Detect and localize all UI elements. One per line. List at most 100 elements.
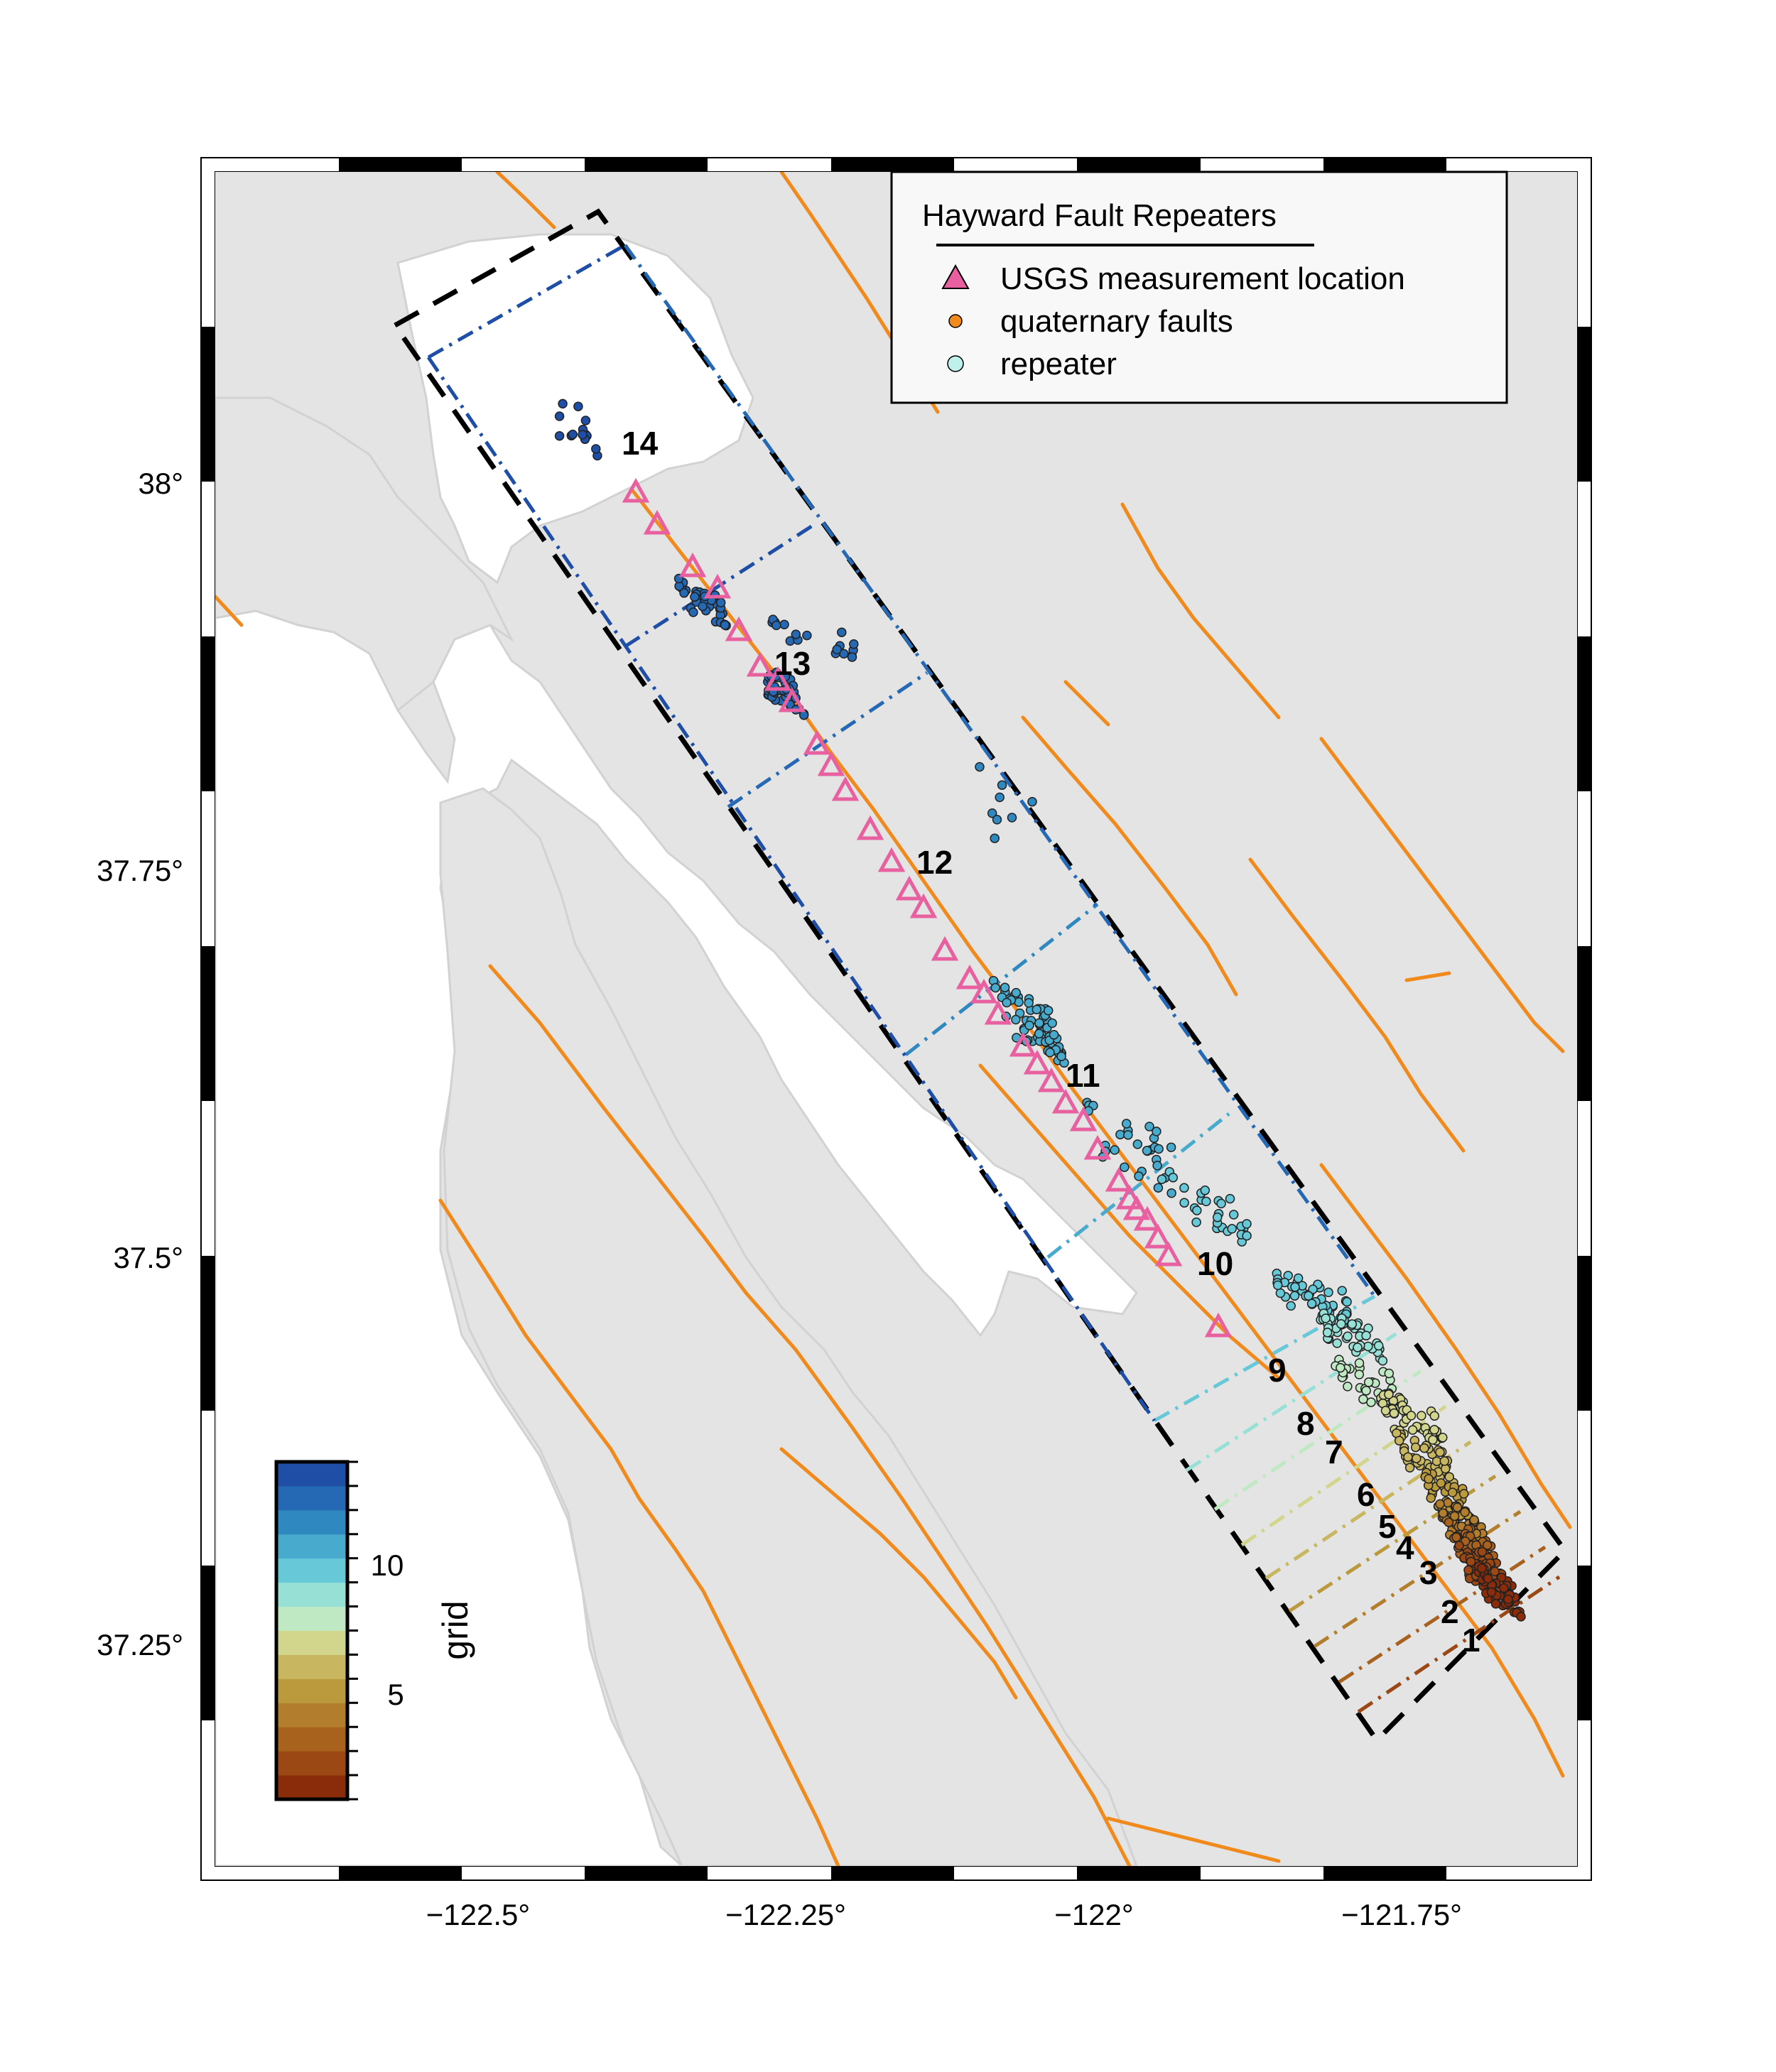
measurement-triangle [931, 935, 959, 961]
grid-divider [427, 243, 627, 359]
fault-line [1248, 857, 1466, 1153]
repeater-point [1152, 1127, 1162, 1137]
grid-number: 7 [1325, 1433, 1343, 1470]
repeater-point [1435, 1447, 1445, 1458]
repeater-point [1027, 796, 1037, 807]
repeater-point [1134, 1171, 1144, 1181]
repeater-point [1321, 1313, 1331, 1323]
repeater-point [1454, 1541, 1464, 1551]
colorbar-cell [276, 1462, 347, 1487]
measurement-triangle [895, 875, 924, 901]
circle-icon [947, 355, 964, 372]
frame-tick-bar [339, 1866, 462, 1880]
repeater-point [1429, 1411, 1440, 1421]
repeater-point [992, 815, 1002, 825]
repeater-point [1323, 1287, 1333, 1298]
repeater-point [580, 416, 591, 425]
measurement-triangle [1204, 1312, 1233, 1338]
repeater-point [1438, 1508, 1449, 1518]
repeater-point [1412, 1453, 1422, 1463]
colorbar-cell [276, 1775, 347, 1800]
repeater-point [715, 597, 726, 608]
y-tick-label: 37.5° [113, 1241, 183, 1274]
repeater-point [1404, 1463, 1415, 1472]
repeater-point [1024, 998, 1034, 1008]
repeater-point [1225, 1193, 1235, 1204]
repeater-point [1123, 1130, 1133, 1140]
repeater-point [1011, 1014, 1021, 1025]
repeater-point [558, 398, 568, 409]
repeater-point [1142, 1146, 1152, 1156]
colorbar-cell [276, 1678, 347, 1703]
grid-number: 6 [1357, 1476, 1375, 1513]
measurement-triangle [1105, 1166, 1133, 1192]
repeater-point [1377, 1355, 1388, 1366]
repeater-point [1389, 1408, 1399, 1419]
repeater-point [1049, 1030, 1059, 1040]
repeater-point [573, 401, 583, 411]
colorbar-cell [276, 1630, 347, 1655]
measurement-triangle [778, 687, 806, 712]
frame-tick-bar [1577, 636, 1591, 791]
frame-tick-bar [1077, 1866, 1201, 1880]
fault-line [1319, 1163, 1572, 1529]
measurement-triangle [1023, 1049, 1051, 1075]
grid-divider [1046, 1112, 1230, 1259]
frame-tick-bar [831, 1866, 954, 1880]
circle-icon [948, 314, 963, 328]
repeater-point [1354, 1369, 1365, 1379]
repeater-point [1332, 1338, 1342, 1348]
frame-tick-bar [201, 327, 215, 482]
colorbar-cell [276, 1606, 347, 1631]
legend-item-label: quaternary faults [1000, 304, 1233, 339]
repeater-point [1166, 1188, 1176, 1198]
repeater-point [1438, 1433, 1448, 1443]
repeater-point [1024, 1020, 1034, 1031]
repeater-point [1242, 1230, 1252, 1241]
repeater-point [1353, 1343, 1363, 1352]
repeater-point [1047, 1018, 1057, 1029]
repeater-point [1290, 1282, 1300, 1292]
repeater-point [1034, 1029, 1044, 1038]
frame-tick-bar [1077, 158, 1201, 172]
x-axis-labels: −122.5° −122.25° −122° −121.75° [426, 1898, 1462, 1931]
x-tick-label: −122.25° [725, 1898, 846, 1931]
colorbar-cell [276, 1703, 347, 1727]
repeater-point [1477, 1546, 1488, 1557]
repeater-point [771, 620, 781, 631]
repeater-point [1466, 1556, 1476, 1567]
x-tick-label: −122.5° [426, 1898, 530, 1931]
repeater-point [1121, 1119, 1132, 1129]
grid-number: 13 [774, 645, 811, 682]
repeater-point [1152, 1161, 1162, 1171]
measurement-triangle [984, 999, 1012, 1025]
grid-number: 11 [1066, 1057, 1100, 1094]
frame-tick-bar [1577, 1566, 1591, 1720]
repeater-point [1045, 1047, 1055, 1058]
repeater-point [1347, 1319, 1358, 1329]
legend-item-label: USGS measurement location [1000, 261, 1405, 296]
legend-title: Hayward Fault Repeaters [922, 198, 1277, 233]
fault-line [215, 595, 244, 627]
fault-line [495, 172, 556, 229]
grid-number: 2 [1441, 1593, 1459, 1630]
frame-tick-bar [201, 636, 215, 791]
colorbar-cell [276, 1582, 347, 1607]
measurement-triangle [955, 964, 984, 989]
repeater-point [1166, 1142, 1176, 1152]
repeater-point [995, 792, 1005, 803]
repeater-point [1394, 1436, 1404, 1445]
fault-line [1319, 737, 1565, 1053]
repeater-point [1436, 1478, 1446, 1488]
grid-side-line [426, 356, 1157, 1422]
repeater-point [1343, 1382, 1353, 1392]
colorbar-cell [276, 1534, 347, 1559]
measurement-triangle [1154, 1241, 1183, 1266]
repeater-point [578, 430, 588, 440]
fault-line [1021, 715, 1238, 997]
repeater-point [1034, 1018, 1044, 1028]
repeater-point [1157, 1174, 1167, 1184]
grid-number: 10 [1197, 1245, 1233, 1282]
